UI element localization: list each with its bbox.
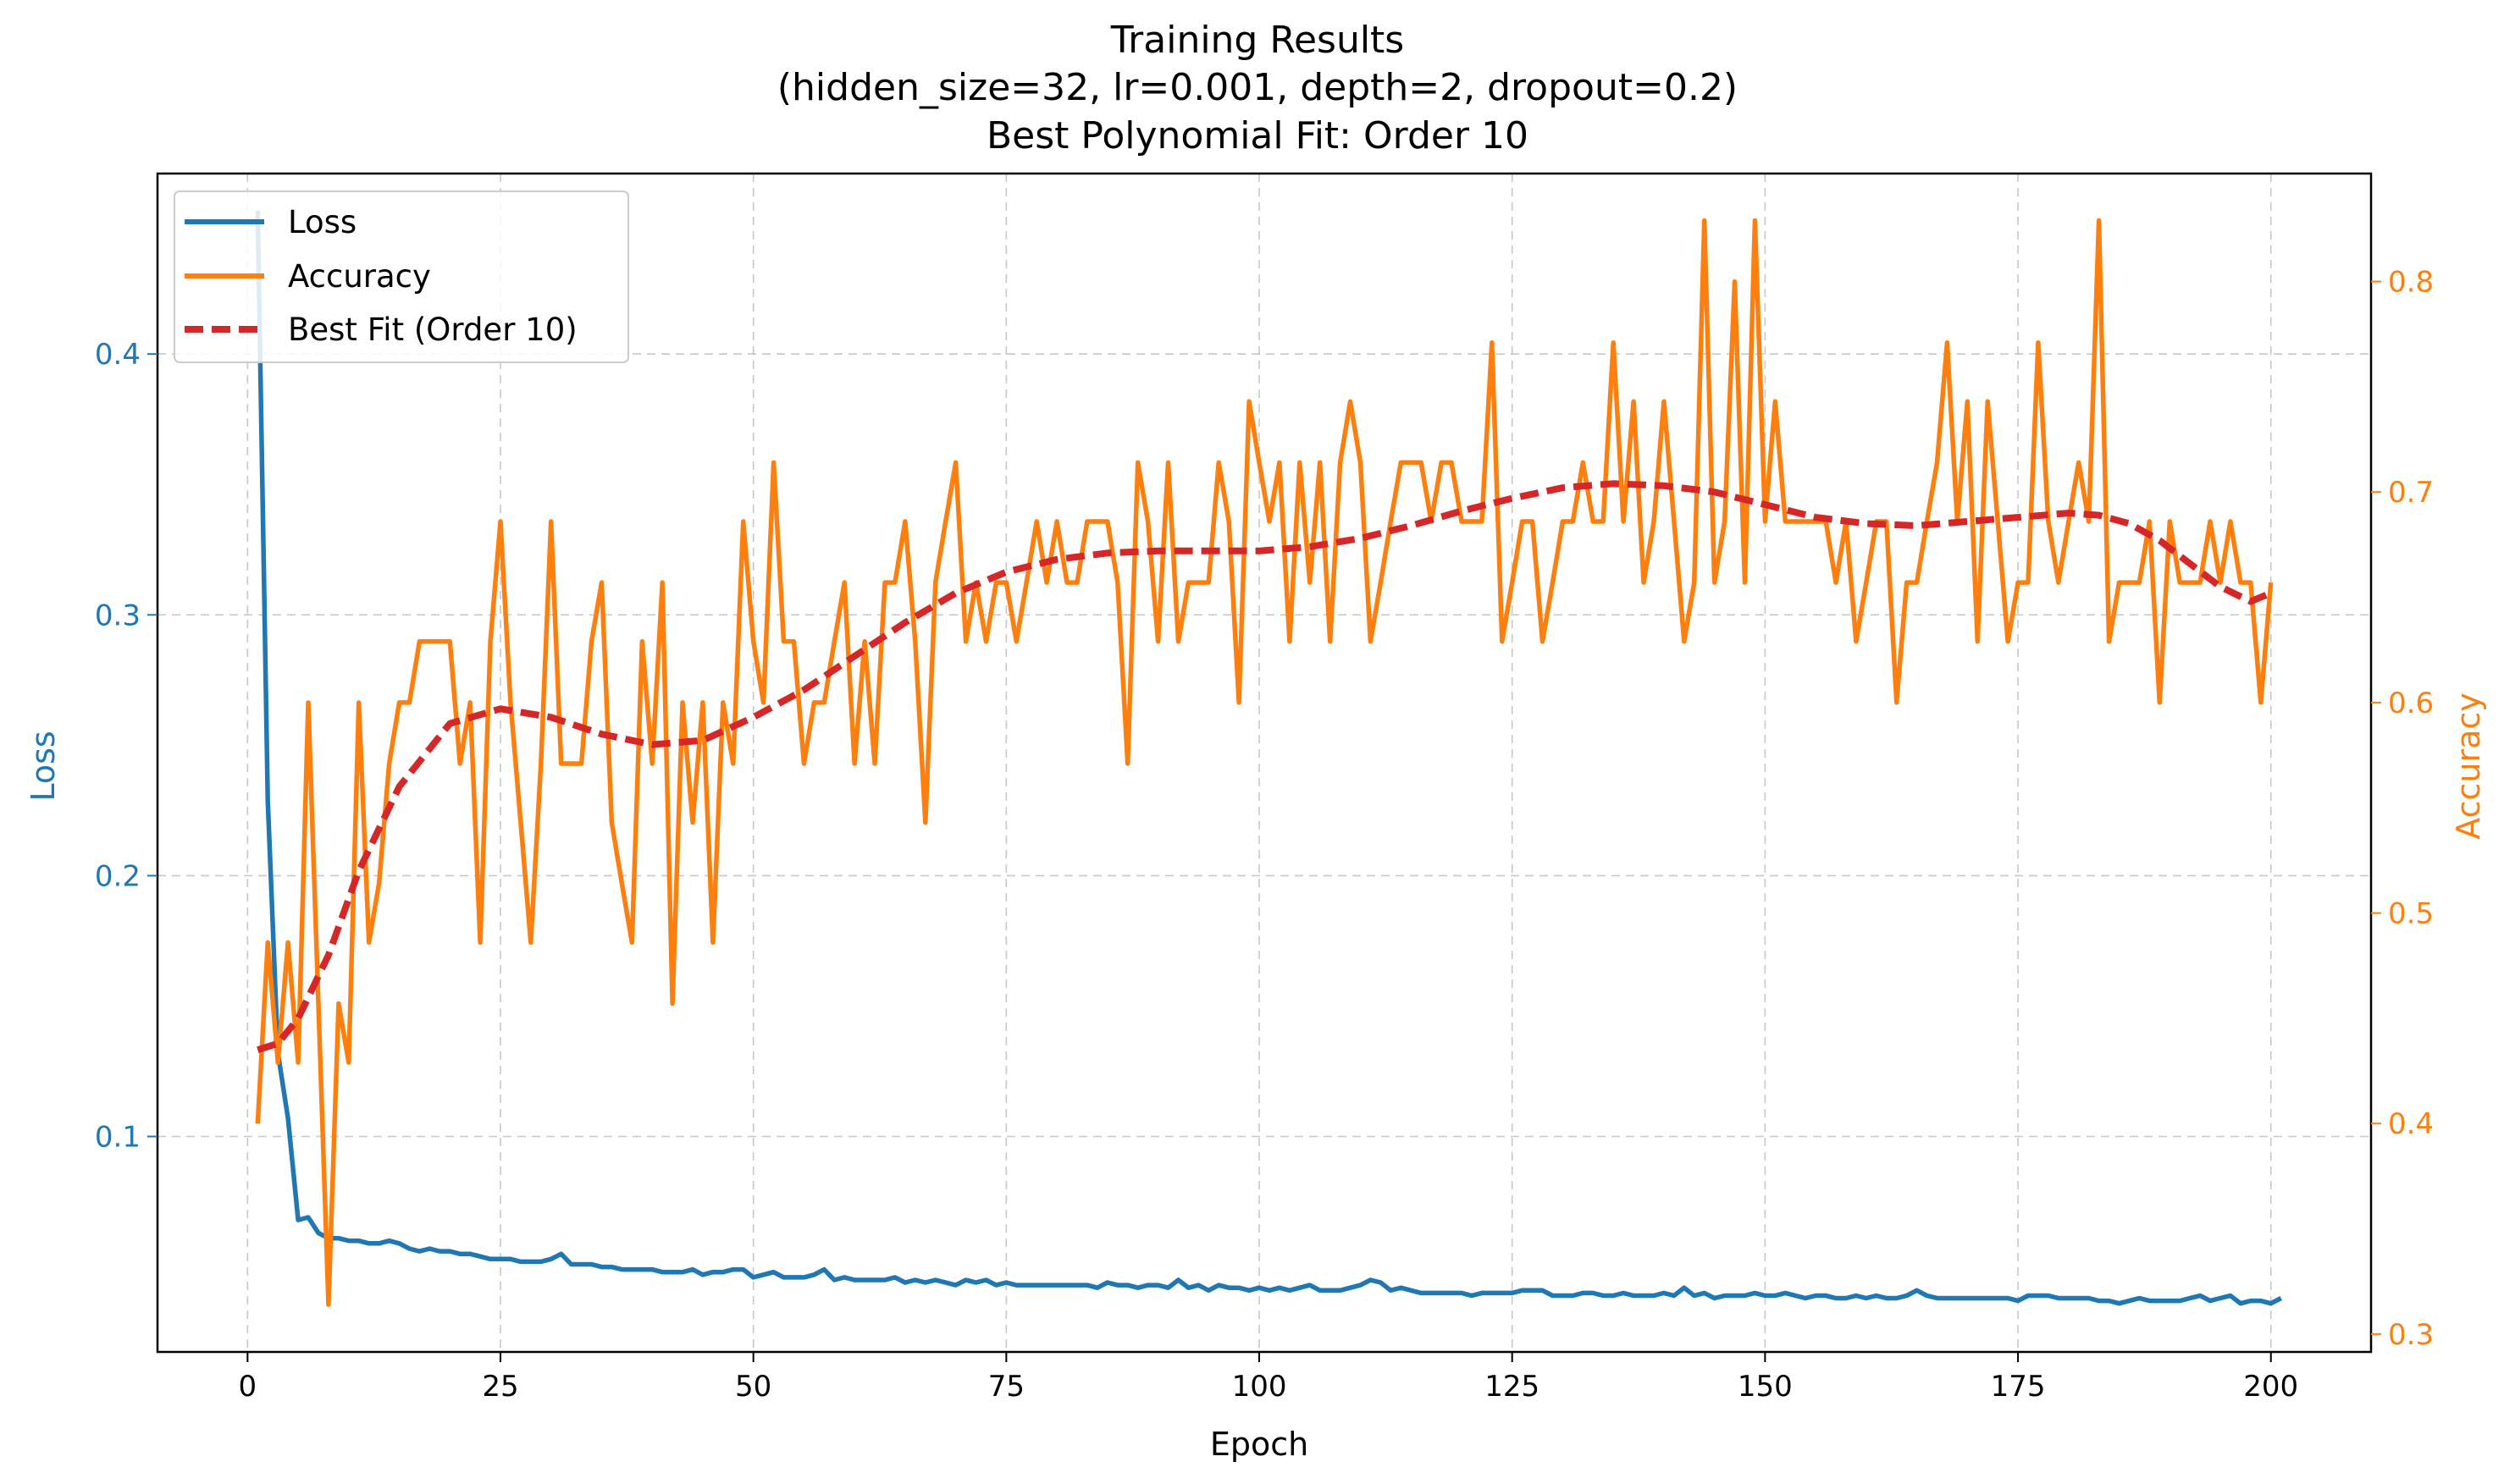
grid bbox=[158, 174, 2371, 1352]
plot-frame bbox=[156, 172, 2373, 1354]
right-tick-label-3: 0.6 bbox=[2388, 687, 2434, 720]
right-tick-label-5: 0.8 bbox=[2388, 266, 2434, 300]
left-tick-label-2: 0.3 bbox=[95, 599, 141, 632]
right-tick-label-0: 0.3 bbox=[2388, 1318, 2434, 1352]
right-tick-label-2: 0.5 bbox=[2388, 897, 2434, 931]
x-tick-label-4: 100 bbox=[1232, 1370, 1287, 1404]
x-tick-label-3: 75 bbox=[988, 1370, 1025, 1404]
x-tick-label-6: 150 bbox=[1738, 1370, 1793, 1404]
loss-line bbox=[255, 210, 2282, 1306]
left-axis-label: Loss bbox=[25, 731, 62, 801]
x-tick-label-0: 0 bbox=[239, 1370, 257, 1404]
legend-label-accuracy: Accuracy bbox=[288, 258, 431, 295]
series-layer bbox=[255, 210, 2282, 1307]
accuracy-line bbox=[255, 218, 2274, 1307]
best-fit-line bbox=[257, 480, 2273, 1054]
left-tick-label-1: 0.2 bbox=[95, 859, 141, 893]
x-tick-label-7: 175 bbox=[1991, 1370, 2046, 1404]
x-tick-label-5: 125 bbox=[1484, 1370, 1539, 1404]
left-tick-label-0: 0.1 bbox=[95, 1121, 141, 1155]
right-tick-label-1: 0.4 bbox=[2388, 1107, 2434, 1141]
x-axis-ticks: 0 25 50 75 100 125 150 175 200 bbox=[239, 1352, 2298, 1404]
chart-title-line-2: (hidden_size=32, lr=0.001, depth=2, drop… bbox=[777, 66, 1738, 109]
right-tick-label-4: 0.7 bbox=[2388, 476, 2434, 510]
legend-label-loss: Loss bbox=[288, 204, 357, 240]
x-tick-label-8: 200 bbox=[2243, 1370, 2298, 1404]
left-tick-label-3: 0.4 bbox=[95, 338, 141, 372]
chart-title-line-1: Training Results bbox=[1110, 19, 1404, 62]
legend-label-best-fit: Best Fit (Order 10) bbox=[288, 312, 578, 348]
chart-title-line-3: Best Polynomial Fit: Order 10 bbox=[987, 114, 1528, 157]
x-tick-label-2: 50 bbox=[735, 1370, 771, 1404]
title-block: Training Results (hidden_size=32, lr=0.0… bbox=[777, 19, 1738, 157]
x-axis-label: Epoch bbox=[1210, 1426, 1308, 1463]
right-axis-label: Accuracy bbox=[2450, 692, 2487, 840]
right-axis-ticks: 0.3 0.4 0.5 0.6 0.7 0.8 bbox=[2371, 266, 2434, 1352]
left-axis-ticks: 0.1 0.2 0.3 0.4 bbox=[95, 338, 158, 1155]
x-tick-label-1: 25 bbox=[482, 1370, 518, 1404]
legend-box bbox=[174, 190, 629, 363]
legend: Loss Accuracy Best Fit (Order 10) bbox=[174, 190, 629, 363]
